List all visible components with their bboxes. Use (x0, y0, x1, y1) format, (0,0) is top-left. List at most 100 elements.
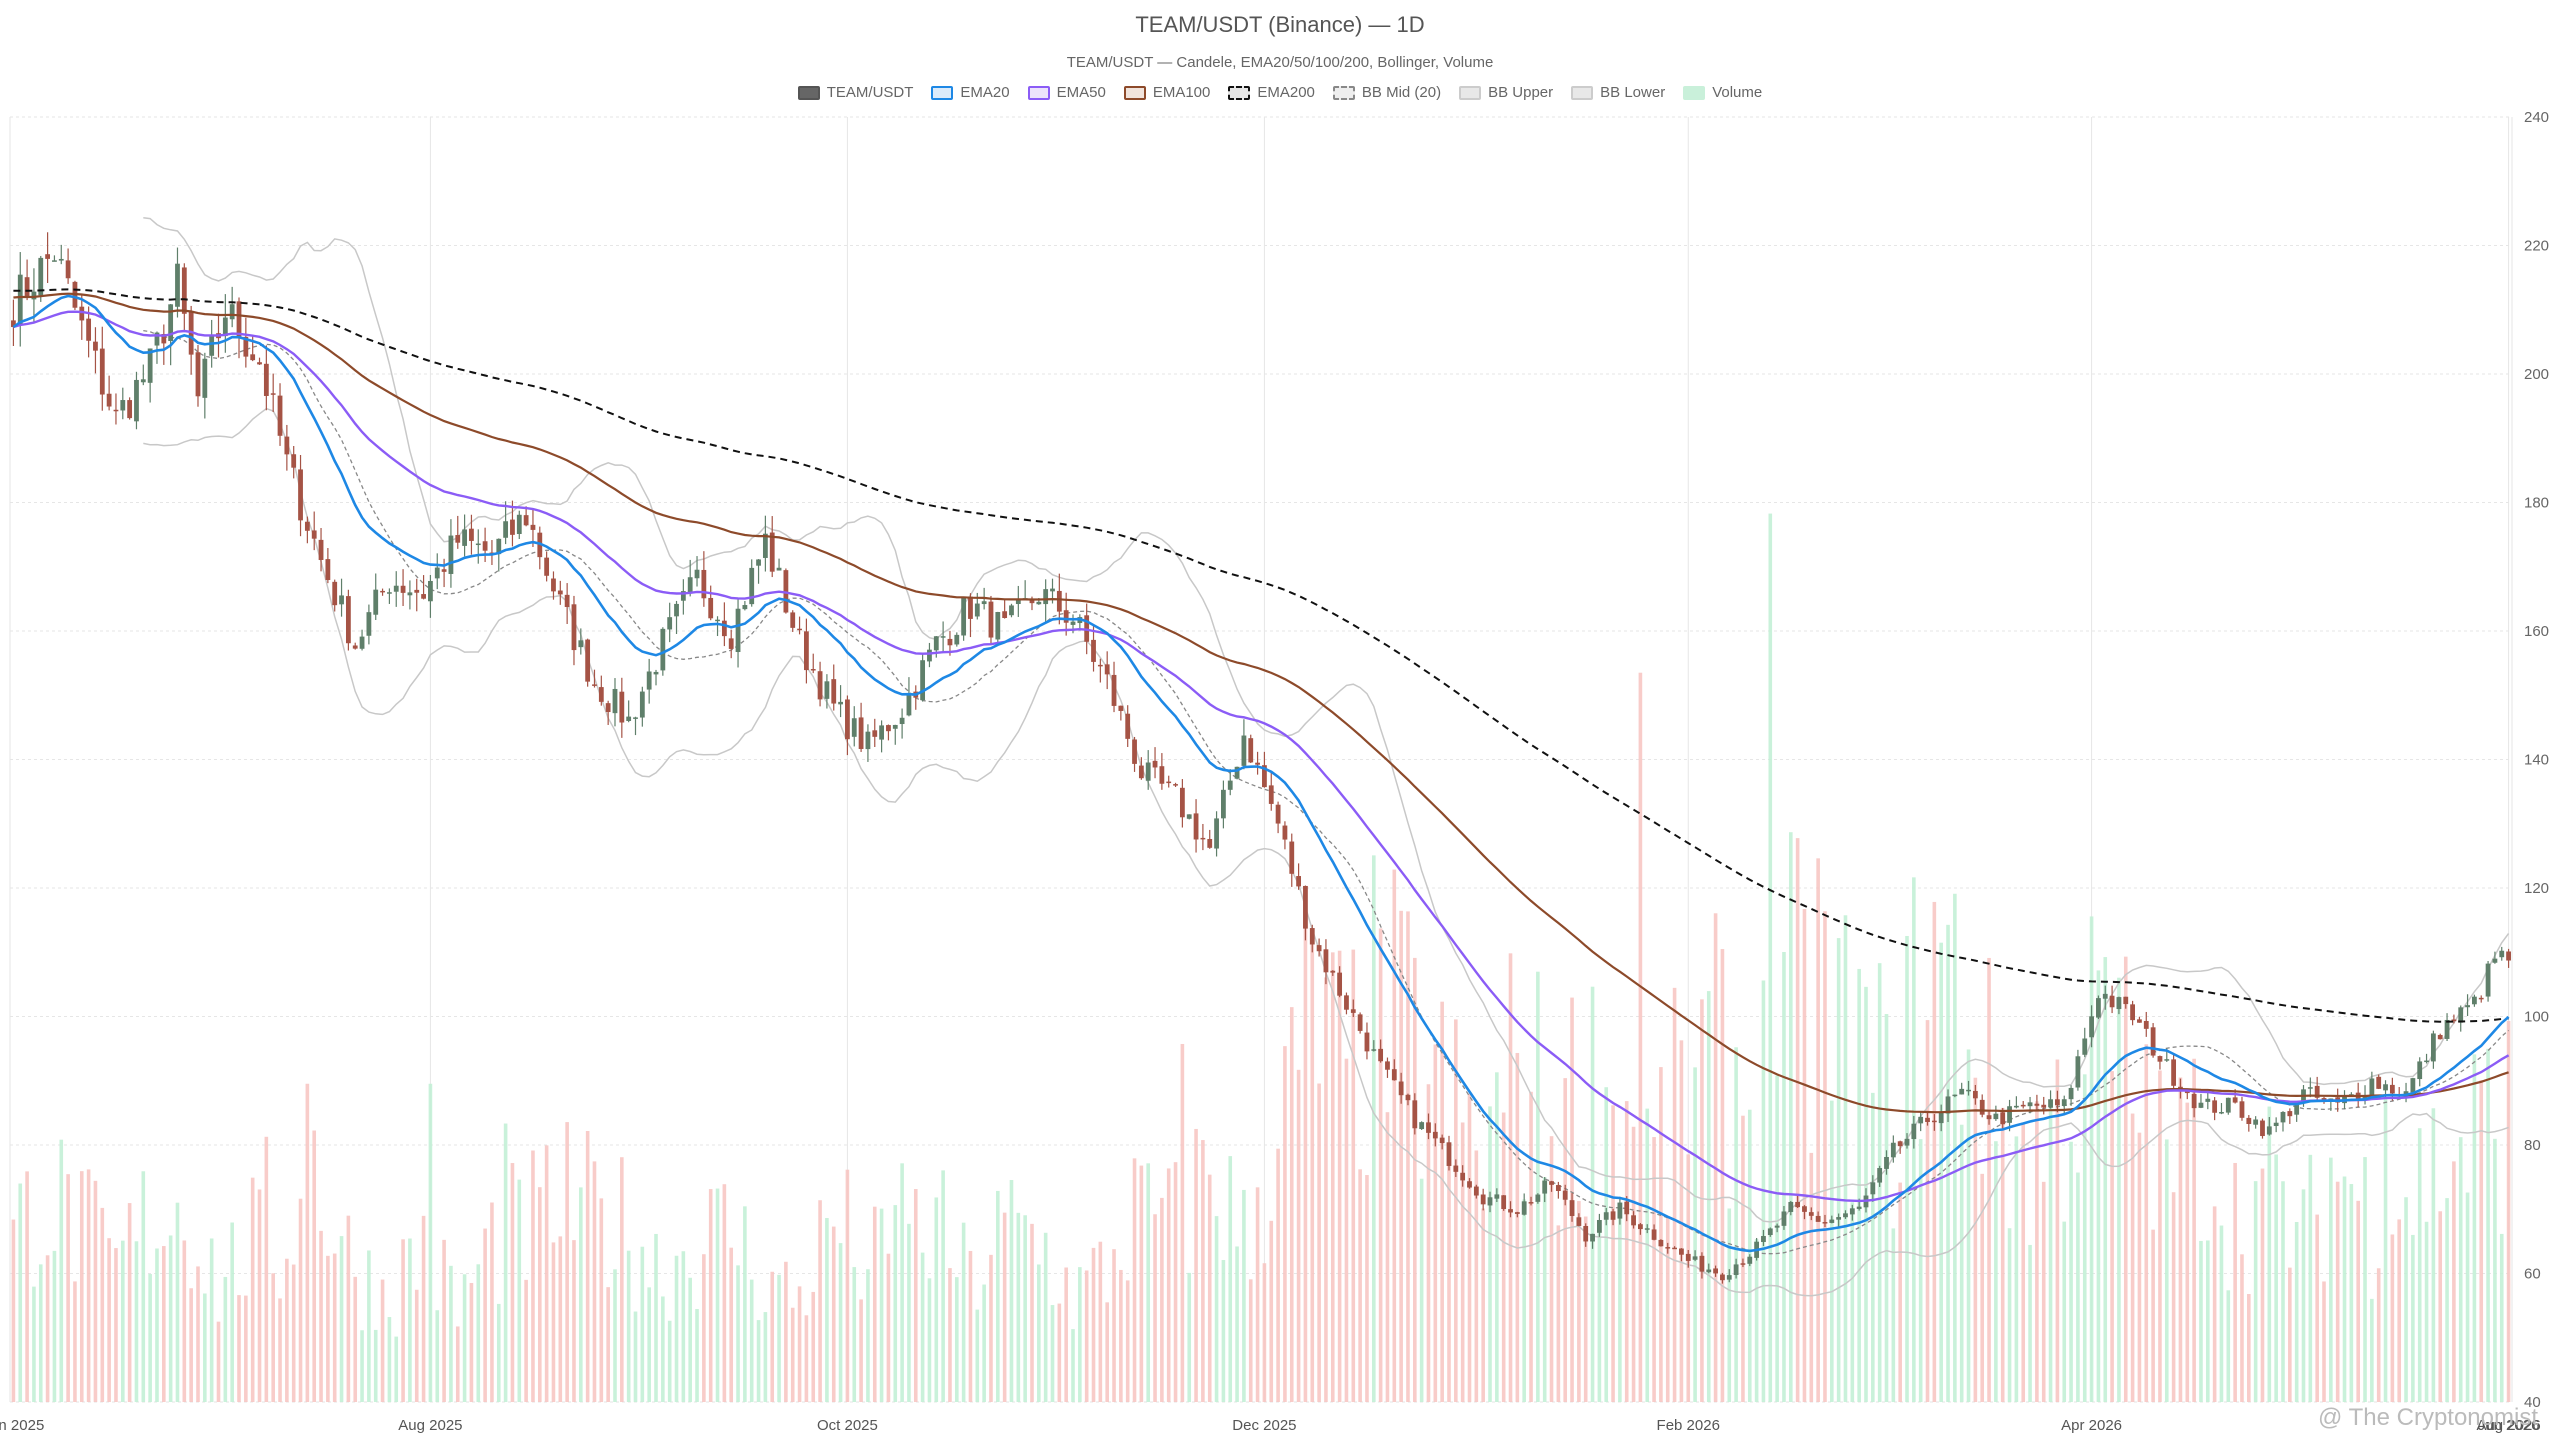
candle-body (393, 585, 399, 592)
volume-bar (1160, 1197, 1164, 1402)
candle-body (1836, 1217, 1842, 1220)
volume-bar (1009, 1180, 1014, 1402)
candle-body (728, 638, 734, 649)
volume-bar (2342, 1176, 2347, 1402)
candle-body (1843, 1213, 1848, 1218)
volume-bar (544, 1145, 549, 1402)
candle-body (1296, 876, 1301, 887)
candle-body (2506, 951, 2511, 961)
candle-body (1091, 639, 1096, 662)
candle-body (947, 638, 953, 646)
volume-bar (708, 1189, 713, 1402)
volume-bar (1119, 1269, 1123, 1402)
legend-item[interactable]: BB Upper (1459, 84, 1553, 101)
candle-body (1138, 765, 1144, 779)
legend-item[interactable]: BB Mid (20) (1332, 84, 1441, 101)
line-swatch (1459, 85, 1482, 100)
x-tick-label: Feb 2026 (1657, 1417, 1720, 1434)
volume-bar (2452, 1161, 2456, 1402)
volume-bar (469, 1282, 474, 1402)
volume-bar (756, 1320, 761, 1402)
candle-body (605, 703, 611, 713)
volume-bar (2055, 1059, 2060, 1402)
candle-body (209, 336, 215, 356)
legend-item[interactable]: BB Lower (1571, 84, 1665, 101)
legend-item[interactable]: EMA20 (931, 84, 1010, 101)
volume-bar (1406, 911, 1410, 1402)
candle-body (1610, 1211, 1616, 1220)
legend-item[interactable]: EMA50 (1027, 84, 1106, 101)
candle-body (1439, 1137, 1445, 1144)
volume-bar (831, 1226, 836, 1402)
candle-body (1535, 1194, 1541, 1202)
volume-bar (2404, 1197, 2408, 1402)
candle-body (1268, 785, 1274, 804)
candle-body (626, 716, 632, 721)
candle-body (407, 592, 413, 596)
candle-body (304, 521, 310, 531)
candle-body (1419, 1122, 1425, 1130)
volume-bar (38, 1264, 43, 1402)
volume-bar (2315, 1214, 2319, 1402)
candle-body (1767, 1228, 1773, 1236)
y-tick-label: 180 (2524, 495, 2549, 512)
volume-bar (476, 1264, 481, 1402)
candle-body (140, 379, 146, 383)
volume-bar (414, 1289, 419, 1402)
volume-bar (2322, 1281, 2326, 1402)
candle-body (1945, 1096, 1951, 1114)
x-tick-label: Aug 2026 (2476, 1417, 2540, 1434)
volume-bar (449, 1265, 453, 1402)
line-swatch (1123, 85, 1146, 100)
x-tick-label: Oct 2025 (817, 1417, 878, 1434)
candle-body (1720, 1274, 1725, 1281)
candle-body (161, 334, 167, 344)
volume-bar (1324, 977, 1328, 1402)
volume-bar (11, 1219, 16, 1402)
volume-bar (264, 1136, 269, 1402)
candle-body (2055, 1099, 2060, 1106)
legend-item[interactable]: TEAM/USDT (797, 84, 913, 101)
bb-mid-line (143, 329, 2510, 1255)
volume-bar (729, 1247, 734, 1402)
candle-body (1788, 1201, 1794, 1212)
y-tick-label: 120 (2524, 880, 2549, 897)
volume-bar (100, 1207, 105, 1402)
candle-body (1166, 781, 1172, 784)
candle-body (708, 597, 714, 619)
line-swatch (1332, 85, 1355, 100)
candle-body (1822, 1222, 1828, 1224)
candle-body (2096, 998, 2101, 1018)
volume-bars (11, 513, 2511, 1402)
candle-body (1966, 1089, 1971, 1092)
candle-body (1884, 1156, 1889, 1169)
candle-body (65, 260, 71, 279)
volume-bar (114, 1248, 118, 1402)
legend-item[interactable]: EMA200 (1228, 84, 1315, 101)
candle-body (475, 543, 481, 546)
candle-body (2465, 1005, 2470, 1008)
volume-bar (182, 1240, 187, 1402)
volume-bar (2130, 1113, 2135, 1402)
volume-bar (954, 1277, 959, 1402)
volume-bar (462, 1274, 467, 1402)
candle-body (2109, 995, 2115, 1008)
legend-item[interactable]: Volume (1683, 84, 1762, 101)
candle-body (270, 393, 276, 395)
candle-body (263, 363, 269, 396)
legend-item[interactable]: EMA100 (1123, 84, 1210, 101)
candle-body (2266, 1126, 2272, 1135)
volume-bar (886, 1253, 891, 1402)
candle-body (585, 639, 591, 682)
volume-bar (2308, 1154, 2313, 1402)
candle-body (455, 535, 461, 543)
candle-body (1713, 1268, 1718, 1274)
volume-bar (2417, 1128, 2422, 1402)
volume-bar (989, 1254, 993, 1402)
candle-body (127, 400, 133, 419)
candle-body (1617, 1202, 1623, 1219)
candle-body (1555, 1185, 1561, 1192)
candle-body (845, 699, 850, 740)
candle-body (633, 717, 638, 719)
volume-bar (326, 1255, 330, 1402)
